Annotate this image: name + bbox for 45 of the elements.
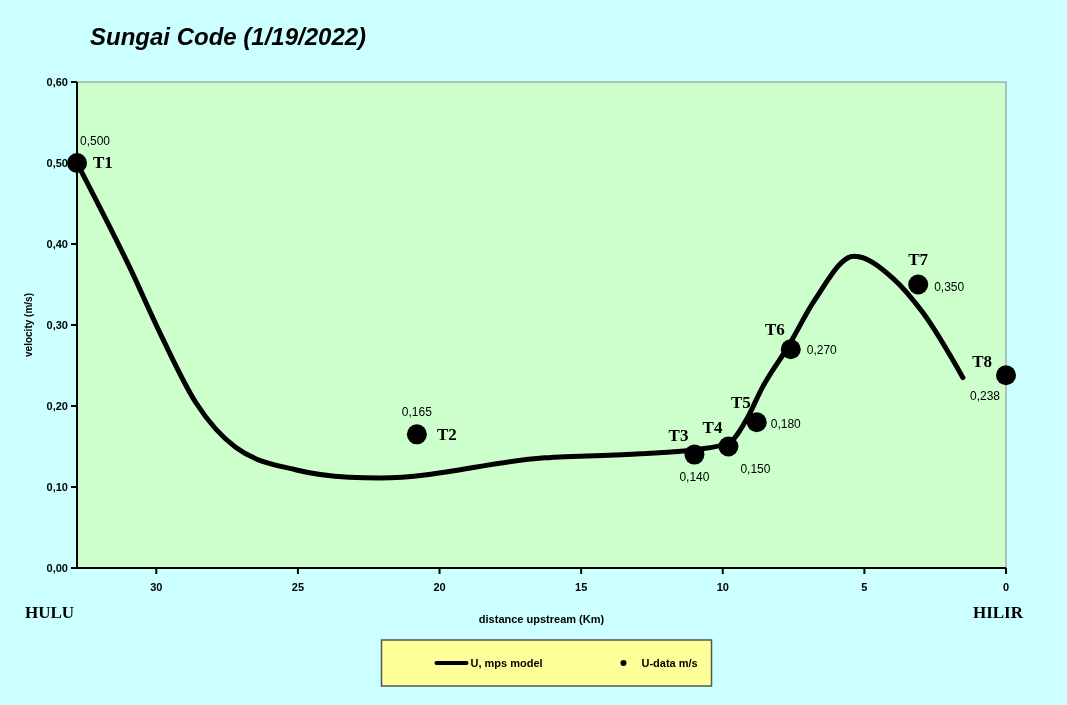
point [684,444,705,465]
x-tick-label: 20 [433,581,446,593]
y-tick-label: 0,50 [46,156,68,169]
annotation: T8 [972,352,992,372]
data-label: 0,350 [934,279,965,294]
y-tick-label: 0,30 [46,318,68,331]
point [746,412,767,433]
point [780,339,801,360]
annotation: T1 [93,153,113,172]
y-tick-label: 0,20 [46,399,68,412]
data-label: 0,150 [740,461,771,476]
point [908,274,929,295]
annotation: T5 [730,393,751,413]
data-label: 0,500 [80,134,111,148]
y-tick-label: 0,60 [46,75,68,88]
y-tick-label: 0,10 [46,480,68,493]
point [996,365,1016,386]
annotation: T6 [764,320,785,340]
x-tick-label: 0 [1002,581,1010,593]
annotation: T3 [668,425,689,445]
legend-label: U, mps model [470,656,543,669]
point [406,424,427,445]
data-label: 0,140 [679,469,710,484]
y-axis-title: velocity (m/s) [23,293,34,357]
x-tick-label: 10 [716,581,729,593]
x-tick-label: 15 [575,581,588,593]
data-label: 0,165 [401,405,433,420]
data-label: 0,238 [969,389,1001,404]
data-label: 0,270 [806,343,838,358]
point [67,153,87,173]
legend-label: U-data m/s [641,656,698,669]
x-axis-title: distance upstream (Km) [478,613,605,625]
text: HILIR [972,603,1024,622]
x-tick-label: 25 [291,581,305,593]
x-tick-label: 5 [861,581,868,593]
annotation: T7 [908,249,929,269]
annotation: T2 [436,425,457,445]
y-tick-label: 0,00 [46,561,68,574]
data-label: 0,180 [770,417,802,432]
point [718,436,739,457]
chart-title: Sungai Code (1/19/2022) [90,23,367,50]
annotation: T4 [702,417,723,437]
x-tick-label: 30 [150,581,163,593]
y-tick-label: 0,40 [46,237,68,250]
text: HULU [25,603,75,622]
